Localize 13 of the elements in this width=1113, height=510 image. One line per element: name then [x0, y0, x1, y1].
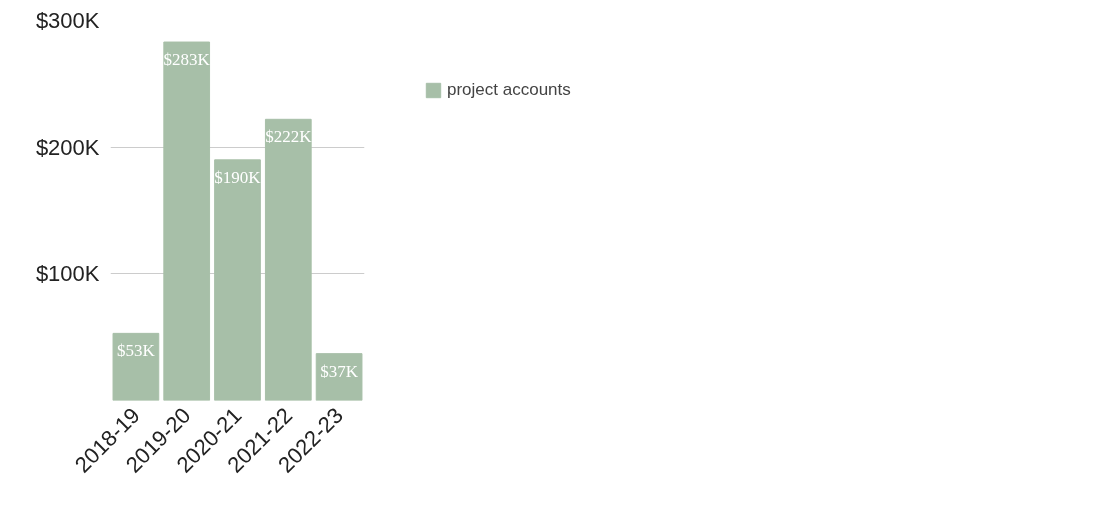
data-label: $283K — [163, 50, 211, 70]
bar — [163, 41, 211, 401]
y-tick-label: $200K — [35, 134, 100, 160]
data-label: $222K — [265, 127, 313, 147]
legend-label: project accounts — [447, 80, 571, 100]
y-tick-label: $300K — [35, 8, 100, 33]
y-tick-label: $100K — [35, 261, 100, 287]
bar — [264, 118, 312, 401]
bar — [112, 332, 160, 401]
bar — [214, 159, 261, 401]
data-label: $190K — [214, 167, 262, 187]
data-label: $53K — [117, 341, 156, 361]
data-label: $37K — [320, 361, 359, 381]
